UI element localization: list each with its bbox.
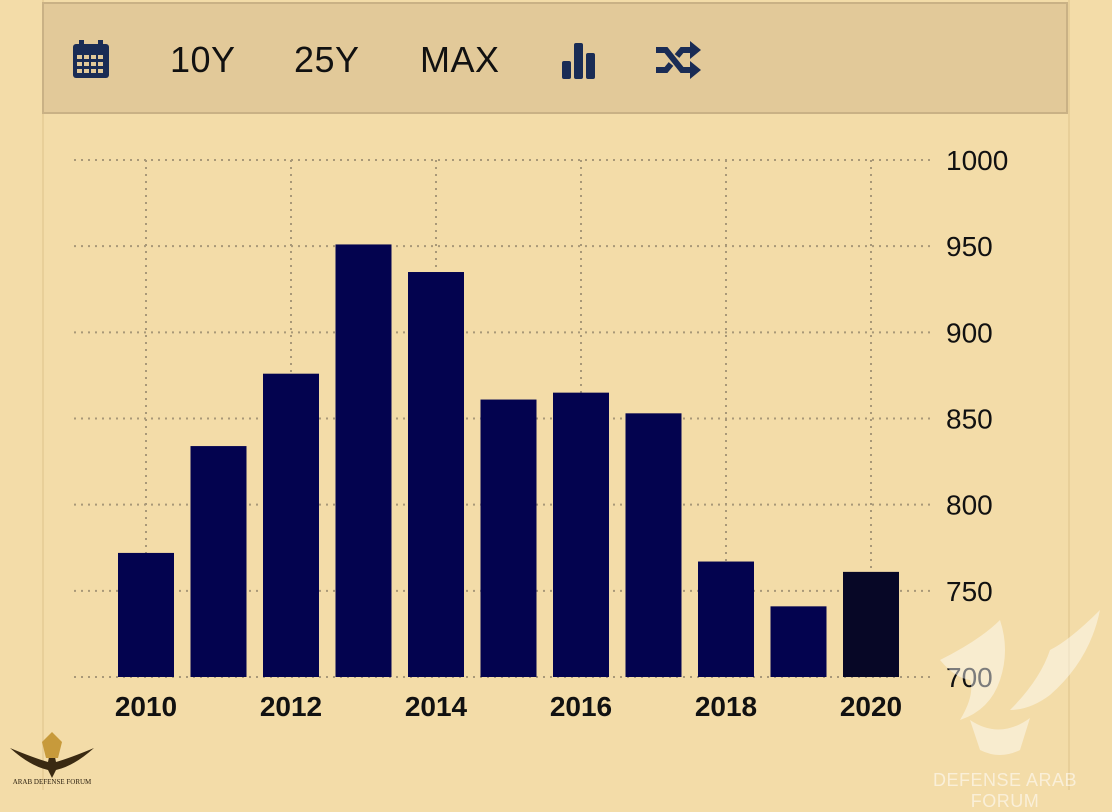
x-tick-label: 2010 [115,691,177,722]
watermark-logo-left: ARAB DEFENSE FORUM [4,728,100,798]
watermark-logo-right: DEFENSE ARAB FORUM [900,600,1110,811]
watermark-right-text: DEFENSE ARAB FORUM [932,770,1078,811]
x-tick-label: 2014 [405,691,468,722]
y-tick-label: 950 [946,231,993,262]
bar-2015[interactable] [480,399,537,677]
bar-2018[interactable] [698,561,754,677]
bar-2010[interactable] [118,552,174,677]
chart-frame [42,0,1070,790]
calendar-icon[interactable] [72,4,110,116]
watermark-left-text: ARAB DEFENSE FORUM [12,778,92,786]
bar-2019[interactable] [770,606,827,677]
y-tick-label: 800 [946,490,993,521]
y-tick-label: 750 [946,576,993,607]
bar-2016[interactable] [553,392,609,677]
bar-2011[interactable] [190,446,247,677]
x-tick-label: 2020 [840,691,902,722]
bar-2020[interactable] [843,571,899,677]
shuffle-icon-svg [656,41,701,79]
range-25y-button[interactable]: 25Y [294,39,360,80]
bar-2017[interactable] [625,413,682,677]
x-tick-label: 2018 [695,691,757,722]
bar-2012[interactable] [263,373,319,677]
bar-2013[interactable] [335,244,392,677]
shuffle-icon[interactable] [654,4,702,116]
calendar-icon-svg [73,40,109,78]
eagle-logo-icon [10,732,94,778]
bar-chart-icon-svg [562,43,595,79]
range-10y-button[interactable]: 10Y [170,39,236,80]
x-axis-ticks: 2010 2012 2014 2016 2018 2020 [115,691,902,722]
bar-chart-icon[interactable] [560,4,598,116]
y-tick-label: 700 [946,662,993,693]
toolbar: 10Y 25Y MAX [42,2,1068,114]
eagle-watermark-icon [940,610,1100,755]
bar-2014[interactable] [408,272,464,677]
y-tick-label: 850 [946,404,993,435]
y-axis-ticks: 1000 950 900 850 800 750 700 [946,145,1008,693]
x-tick-label: 2012 [260,691,322,722]
y-tick-label: 900 [946,317,993,348]
y-tick-label: 1000 [946,145,1008,176]
chart-bars [118,244,899,677]
x-tick-label: 2016 [550,691,612,722]
range-max-button[interactable]: MAX [420,39,500,80]
